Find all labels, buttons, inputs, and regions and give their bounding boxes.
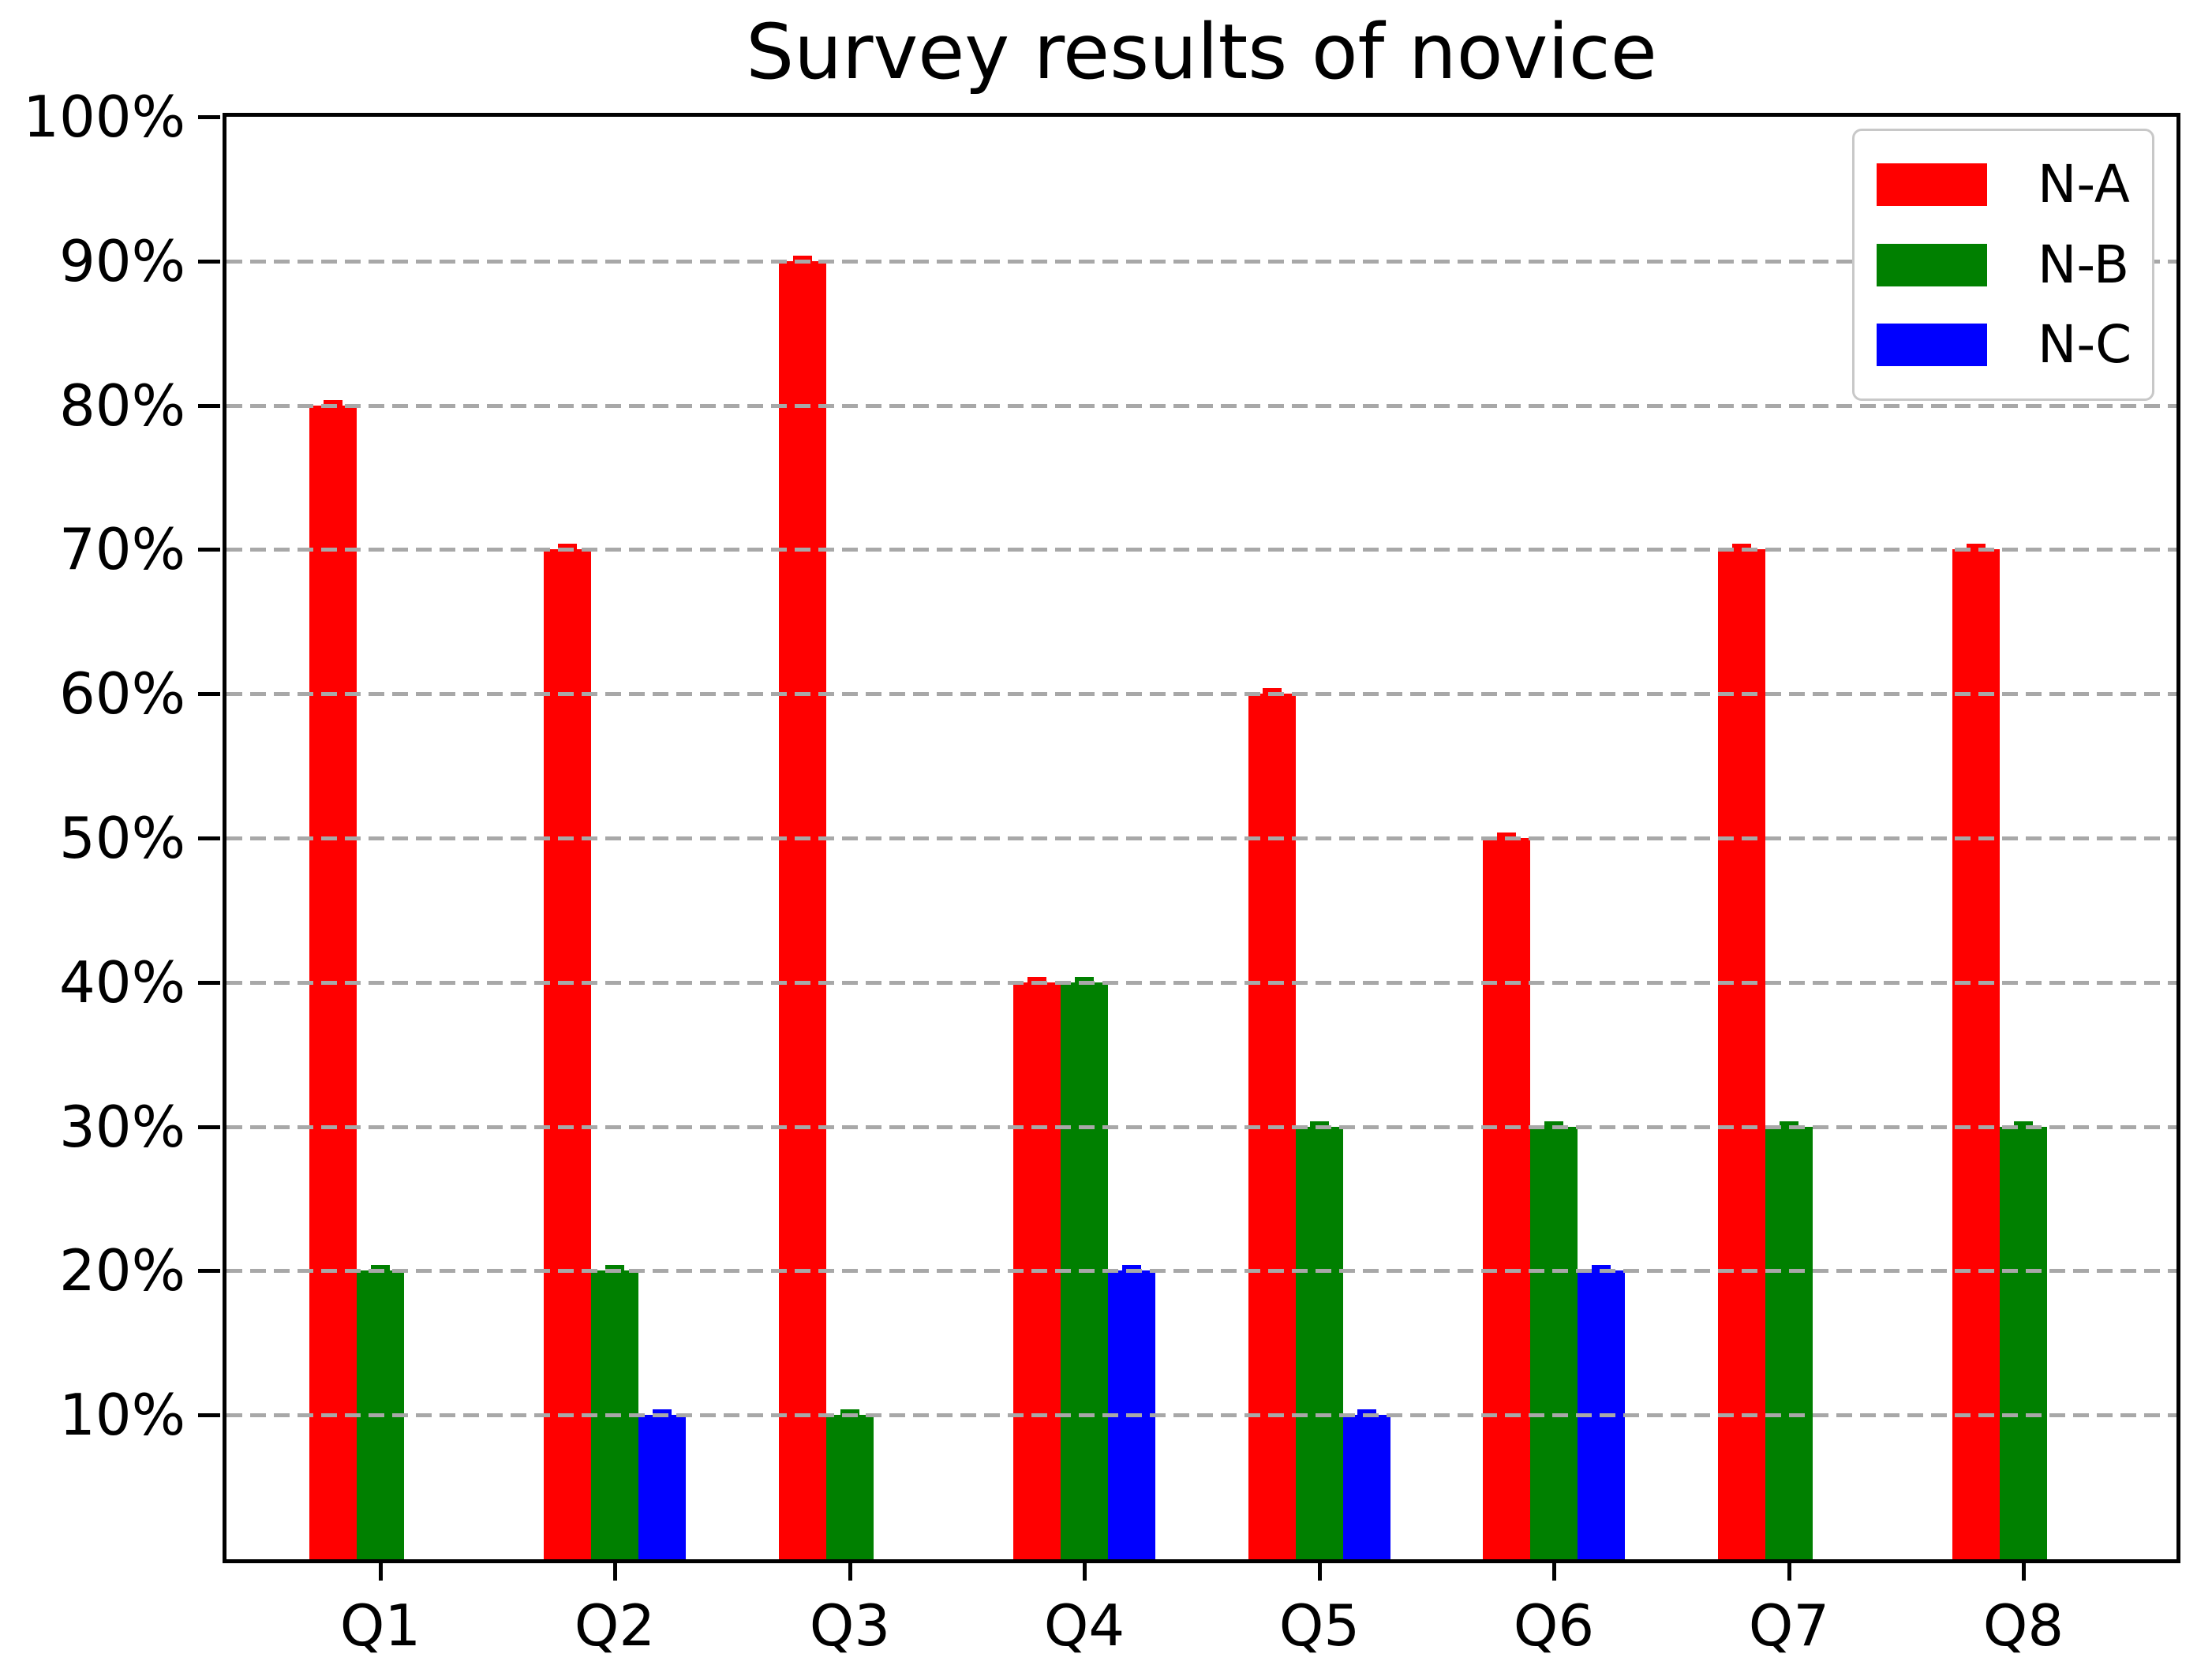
bar-n-a-q3 bbox=[779, 256, 826, 1559]
gridline-10 bbox=[226, 1413, 2176, 1417]
error-cap bbox=[605, 1265, 624, 1272]
legend: N-A N-B N-C bbox=[1852, 129, 2154, 401]
x-tick-q7 bbox=[1787, 1563, 1791, 1581]
y-tick-label-20: 20% bbox=[58, 1237, 185, 1304]
x-tick-label-q4: Q4 bbox=[1043, 1592, 1125, 1659]
error-cap bbox=[1732, 544, 1751, 551]
x-tick-q5 bbox=[1318, 1563, 1322, 1581]
x-tick-label-q5: Q5 bbox=[1278, 1592, 1361, 1659]
error-cap bbox=[1780, 1121, 1798, 1128]
legend-label-nb: N-B bbox=[2038, 234, 2130, 295]
y-tick-70 bbox=[198, 548, 220, 552]
x-tick-q4 bbox=[1083, 1563, 1087, 1581]
y-tick-label-40: 40% bbox=[58, 949, 185, 1016]
gridline-40 bbox=[226, 981, 2176, 985]
error-cap bbox=[1027, 977, 1046, 984]
gridline-80 bbox=[226, 404, 2176, 408]
error-cap bbox=[1544, 1121, 1563, 1128]
legend-swatch-nb bbox=[1877, 243, 1987, 286]
bar-n-b-q5 bbox=[1296, 1121, 1343, 1559]
error-cap bbox=[1497, 833, 1516, 840]
y-tick-50 bbox=[198, 836, 220, 840]
chart-title: Survey results of novice bbox=[746, 8, 1657, 96]
x-tick-label-q6: Q6 bbox=[1513, 1592, 1595, 1659]
y-tick-40 bbox=[198, 981, 220, 985]
error-cap bbox=[840, 1409, 859, 1416]
x-tick-q8 bbox=[2022, 1563, 2026, 1581]
legend-entry-nb: N-B bbox=[1855, 234, 2152, 295]
error-cap bbox=[371, 1265, 390, 1272]
bar-n-b-q7 bbox=[1765, 1121, 1813, 1559]
y-tick-10 bbox=[198, 1413, 220, 1417]
y-tick-label-50: 50% bbox=[58, 805, 185, 871]
y-tick-60 bbox=[198, 692, 220, 696]
gridline-60 bbox=[226, 692, 2176, 696]
error-cap bbox=[1310, 1121, 1329, 1128]
y-tick-label-70: 70% bbox=[58, 516, 185, 582]
x-tick-q3 bbox=[848, 1563, 852, 1581]
y-tick-label-80: 80% bbox=[58, 372, 185, 439]
y-tick-90 bbox=[198, 260, 220, 264]
y-tick-label-10: 10% bbox=[58, 1382, 185, 1448]
legend-entry-na: N-A bbox=[1855, 159, 2152, 211]
gridline-30 bbox=[226, 1125, 2176, 1129]
error-cap bbox=[558, 544, 577, 551]
y-tick-label-100: 100% bbox=[23, 84, 185, 150]
bar-n-b-q3 bbox=[826, 1409, 874, 1559]
legend-swatch-na bbox=[1877, 163, 1987, 207]
error-cap bbox=[653, 1409, 672, 1416]
bar-n-a-q6 bbox=[1483, 833, 1530, 1559]
gridline-90 bbox=[226, 260, 2176, 264]
legend-label-nc: N-C bbox=[2038, 313, 2132, 375]
gridline-20 bbox=[226, 1269, 2176, 1273]
error-cap bbox=[1075, 977, 1094, 984]
x-tick-q2 bbox=[613, 1563, 617, 1581]
bar-n-a-q8 bbox=[1952, 544, 2000, 1559]
y-tick-20 bbox=[198, 1269, 220, 1273]
error-cap bbox=[1357, 1409, 1376, 1416]
y-tick-label-30: 30% bbox=[58, 1094, 185, 1160]
x-tick-label-q2: Q2 bbox=[574, 1592, 656, 1659]
bar-n-b-q8 bbox=[2000, 1121, 2047, 1559]
error-cap bbox=[1122, 1265, 1141, 1272]
y-tick-label-90: 90% bbox=[58, 228, 185, 294]
bar-n-c-q2 bbox=[638, 1409, 686, 1559]
error-cap bbox=[793, 256, 812, 263]
x-tick-label-q8: Q8 bbox=[1982, 1592, 2064, 1659]
x-tick-label-q7: Q7 bbox=[1748, 1592, 1830, 1659]
bar-n-c-q5 bbox=[1343, 1409, 1390, 1559]
gridline-70 bbox=[226, 548, 2176, 552]
bar-n-b-q6 bbox=[1530, 1121, 1578, 1559]
error-cap bbox=[2014, 1121, 2033, 1128]
error-cap bbox=[324, 400, 342, 407]
error-cap bbox=[1592, 1265, 1611, 1272]
x-tick-label-q1: Q1 bbox=[339, 1592, 421, 1659]
error-cap bbox=[1967, 544, 1986, 551]
gridline-50 bbox=[226, 836, 2176, 840]
legend-entry-nc: N-C bbox=[1855, 313, 2152, 375]
x-tick-label-q3: Q3 bbox=[809, 1592, 891, 1659]
legend-label-na: N-A bbox=[2038, 154, 2130, 215]
bar-n-a-q7 bbox=[1718, 544, 1765, 1559]
y-tick-80 bbox=[198, 404, 220, 408]
x-tick-q6 bbox=[1552, 1563, 1556, 1581]
bar-n-a-q2 bbox=[544, 544, 591, 1559]
y-tick-100 bbox=[198, 115, 220, 119]
y-tick-30 bbox=[198, 1125, 220, 1129]
error-cap bbox=[1263, 688, 1282, 695]
plot-inner bbox=[226, 117, 2176, 1559]
x-tick-q1 bbox=[379, 1563, 383, 1581]
y-tick-label-60: 60% bbox=[58, 660, 185, 727]
legend-swatch-nc bbox=[1877, 323, 1987, 366]
